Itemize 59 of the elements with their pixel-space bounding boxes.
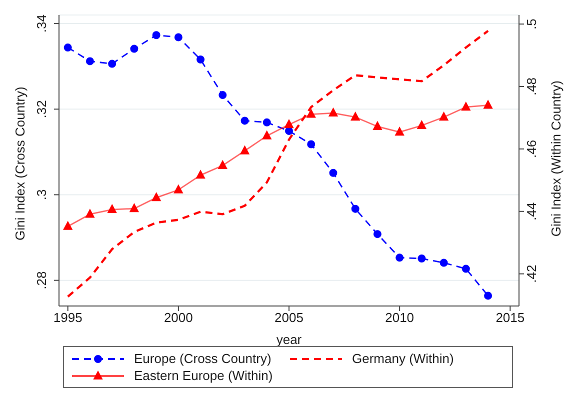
point [86, 57, 94, 66]
point [196, 170, 206, 179]
point [130, 204, 139, 212]
legend-label: Germany (Within) [352, 351, 454, 366]
point [462, 264, 470, 273]
x-tick-label: 2015 [496, 310, 525, 326]
point [461, 102, 470, 111]
point [262, 118, 271, 126]
point [174, 33, 182, 42]
point [284, 120, 294, 128]
point [152, 31, 160, 40]
point [240, 116, 249, 125]
point [372, 121, 382, 130]
x-tick-label: 2010 [385, 310, 414, 326]
y-tick-label: .3 [34, 189, 49, 200]
legend-label: Europe (Cross Country) [134, 351, 272, 366]
y-tick-label: .28 [34, 271, 49, 290]
point [417, 120, 426, 130]
point [329, 168, 338, 177]
point [328, 108, 338, 117]
point [395, 127, 404, 136]
point [152, 192, 161, 202]
point [108, 204, 117, 214]
point [85, 209, 94, 218]
point [130, 44, 138, 53]
point [440, 258, 448, 267]
y-tick-label: .32 [34, 100, 49, 118]
point [307, 140, 316, 148]
point [351, 204, 360, 213]
y-tick-label: .34 [34, 14, 49, 33]
point [350, 112, 360, 121]
point [218, 91, 227, 100]
point [218, 160, 228, 169]
y2-tick-label: .48 [524, 77, 539, 96]
point [63, 221, 72, 230]
y-axis-title: Gini Index (Cross Country) [12, 86, 28, 240]
point [418, 254, 426, 262]
point [484, 292, 492, 300]
y2-tick-label: .42 [524, 264, 539, 283]
y2-axis-title: Gini Index (Within Country) [548, 80, 564, 237]
point [439, 112, 448, 121]
point [240, 146, 250, 154]
point [196, 56, 205, 64]
y2-tick-label: .5 [524, 18, 539, 30]
x-axis-title: year [276, 332, 302, 347]
y2-tick-label: .46 [524, 140, 539, 158]
legend-label: Eastern Europe (Within) [134, 368, 273, 383]
point [373, 230, 382, 238]
point [262, 130, 272, 140]
point [484, 100, 493, 109]
point [306, 109, 316, 118]
y2-tick-label: .44 [524, 202, 539, 220]
point [174, 184, 183, 194]
point [108, 60, 116, 68]
point [64, 44, 72, 52]
x-tick-label: 2000 [164, 310, 193, 326]
x-tick-label: 2005 [274, 310, 304, 326]
x-tick-label: 1995 [53, 310, 82, 326]
point [396, 254, 404, 262]
